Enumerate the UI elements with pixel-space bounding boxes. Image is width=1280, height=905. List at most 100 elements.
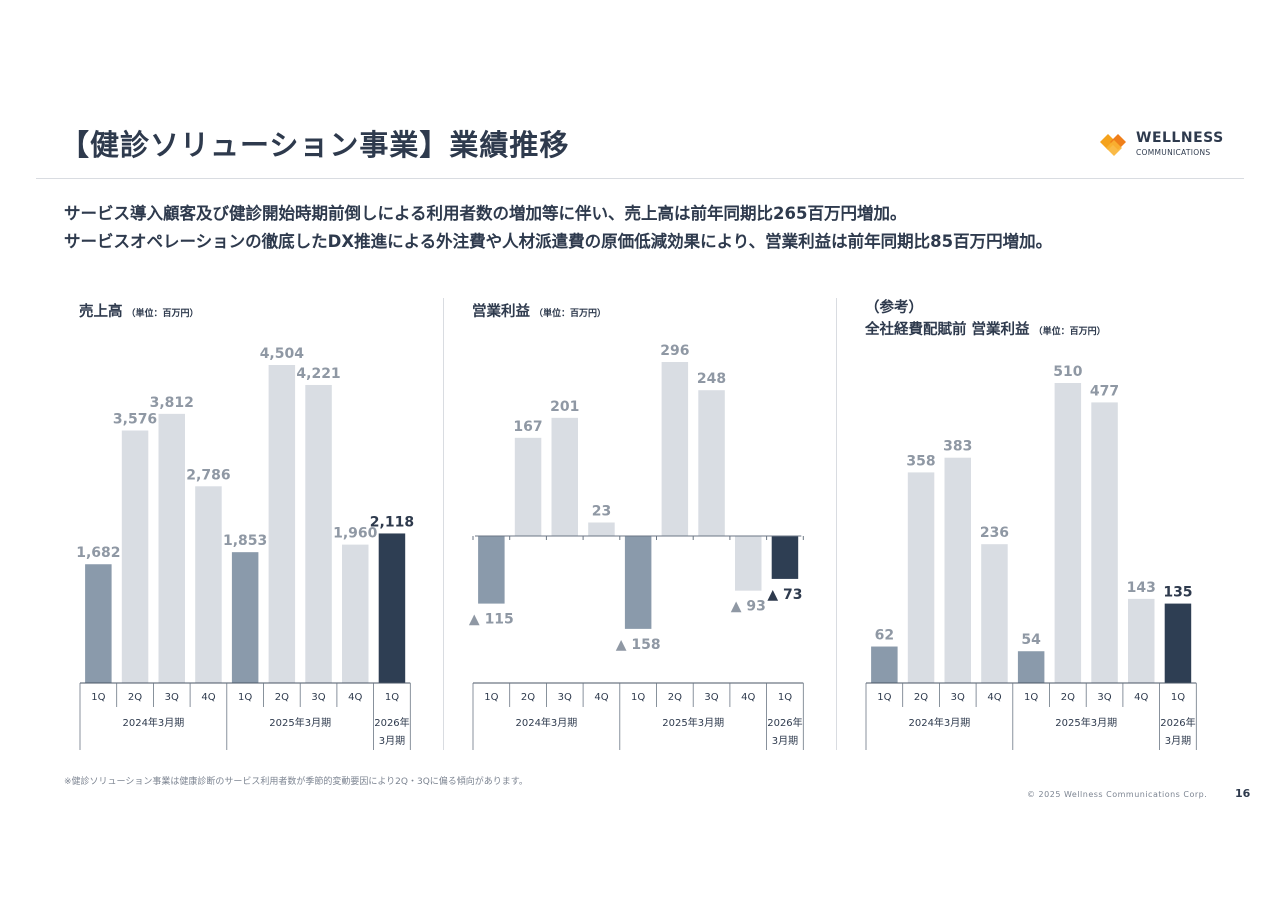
sales-chart-title: 売上高 （単位：百万円） [79, 304, 199, 320]
quarter-label: 3Q [951, 692, 965, 703]
period-label: 2024年3月期 [515, 716, 577, 729]
bar [981, 544, 1008, 683]
quarter-label: 1Q [91, 692, 105, 703]
data-label: ▲ 93 [731, 599, 766, 615]
data-label: 23 [592, 503, 611, 519]
data-label: 1,853 [223, 533, 267, 549]
data-label: 236 [980, 525, 1009, 541]
bar [735, 536, 762, 591]
bar [698, 390, 725, 536]
data-label: ▲ 73 [767, 587, 802, 603]
period-label: 2024年3月期 [122, 716, 184, 729]
bar [85, 564, 112, 683]
quarter-label: 2Q [914, 692, 928, 703]
quarter-label: 1Q [1024, 692, 1038, 703]
period-label: 2025年3月期 [1055, 716, 1117, 729]
quarter-label: 1Q [631, 692, 645, 703]
quarter-label: 4Q [987, 692, 1001, 703]
pre-unit: （単位：百万円） [1033, 327, 1106, 337]
bar [771, 536, 799, 579]
copyright: © 2025 Wellness Communications Corp. [1027, 790, 1208, 799]
data-label: 477 [1090, 383, 1119, 399]
quarter-label: 1Q [484, 692, 498, 703]
period-label: 2025年3月期 [269, 716, 331, 729]
quarter-label: 2Q [521, 692, 535, 703]
footnote: ※健診ソリューション事業は健康診断のサービス利用者数が季節的変動要因により2Q・… [64, 777, 528, 787]
header-divider [36, 178, 1244, 179]
data-label: 135 [1163, 585, 1192, 601]
bar [588, 522, 615, 536]
quarter-label: 4Q [348, 692, 362, 703]
bar [1017, 651, 1045, 683]
quarter-label: 2Q [1061, 692, 1075, 703]
period-label: 3月期 [772, 735, 798, 747]
data-label: 510 [1053, 364, 1082, 380]
quarter-label: 4Q [741, 692, 755, 703]
quarter-label: 2Q [275, 692, 289, 703]
lead-line-2: サービスオペレーションの徹底したDX推進による外注費や人材派遣費の原価低減効果に… [64, 232, 1053, 251]
data-label: 358 [906, 453, 935, 469]
data-label: 1,682 [76, 545, 120, 561]
data-label: 3,576 [113, 412, 157, 428]
bar [1054, 383, 1082, 683]
period-label: 3月期 [379, 735, 405, 747]
bar [551, 417, 578, 536]
quarter-label: 3Q [704, 692, 718, 703]
bar [944, 457, 971, 683]
data-label: 62 [875, 628, 894, 644]
quarter-label: 3Q [311, 692, 325, 703]
quarter-label: 3Q [165, 692, 179, 703]
quarter-label: 1Q [778, 692, 792, 703]
bar [268, 365, 296, 683]
data-label: 1,960 [333, 526, 378, 542]
data-label: 4,221 [296, 366, 340, 382]
bar [1128, 598, 1155, 683]
bar [305, 384, 332, 683]
company-logo: WELLNESS COMMUNICATIONS [1098, 130, 1228, 160]
data-label: ▲ 115 [469, 612, 514, 628]
data-label: ▲ 158 [616, 637, 661, 653]
bar [158, 413, 185, 683]
page-title: 【健診ソリューション事業】業績推移 [60, 128, 570, 162]
data-label: 296 [660, 343, 689, 359]
pre-chart-title: 全社経費配賦前 営業利益 （単位：百万円） [865, 322, 1106, 338]
quarter-label: 1Q [1171, 692, 1185, 703]
logo-mark-icon [1100, 134, 1126, 156]
period-label: 2024年3月期 [908, 716, 970, 729]
sales-unit: （単位：百万円） [126, 309, 199, 319]
bar [121, 430, 149, 683]
bar [624, 536, 652, 629]
period-label: 2026年 [1160, 716, 1195, 729]
period-label: 2026年 [767, 716, 802, 729]
data-label: 383 [943, 439, 972, 455]
data-label: 3,812 [150, 395, 194, 411]
op-chart-svg: ▲ 115 167 201 23 ▲ 158 296 248 ▲ 93▲ 73 1Q 2Q 3Q 4Q… [469, 343, 804, 750]
bar [661, 362, 689, 536]
quarter-label: 4Q [201, 692, 215, 703]
logo-subtitle: COMMUNICATIONS [1136, 148, 1211, 157]
bar [195, 486, 222, 683]
data-label: 201 [550, 399, 579, 415]
data-label: 167 [513, 419, 542, 435]
period-label: 3月期 [1165, 735, 1191, 747]
quarter-label: 4Q [594, 692, 608, 703]
lead-line-1: サービス導入顧客及び健診開始時期前倒しによる利用者数の増加等に伴い、売上高は前年… [64, 204, 907, 223]
data-label: 2,786 [186, 467, 230, 483]
bar [514, 437, 542, 536]
bar [231, 552, 259, 683]
op-unit: （単位：百万円） [534, 309, 607, 319]
panel-divider [443, 298, 444, 750]
bar [1091, 402, 1118, 683]
pre-chart-panel: （参考） 全社経費配賦前 営業利益 （単位：百万円） 62 358 383 236 54 5… [865, 290, 1225, 760]
quarter-label: 1Q [385, 692, 399, 703]
quarter-label: 2Q [668, 692, 682, 703]
panel-divider [836, 298, 837, 750]
sales-chart-panel: 売上高 （単位：百万円） 1,682 3,576 3,812 2,786 1,853 4,5… [76, 290, 439, 760]
quarter-label: 3Q [1097, 692, 1111, 703]
op-chart-title: 営業利益 （単位：百万円） [472, 304, 607, 320]
op-chart-panel: 営業利益 （単位：百万円） ▲ 115 167 201 23 ▲ 158 296 248 ▲ 9… [469, 290, 832, 760]
data-label: 4,504 [260, 346, 305, 362]
data-label: 54 [1021, 632, 1041, 648]
bar [378, 533, 406, 683]
